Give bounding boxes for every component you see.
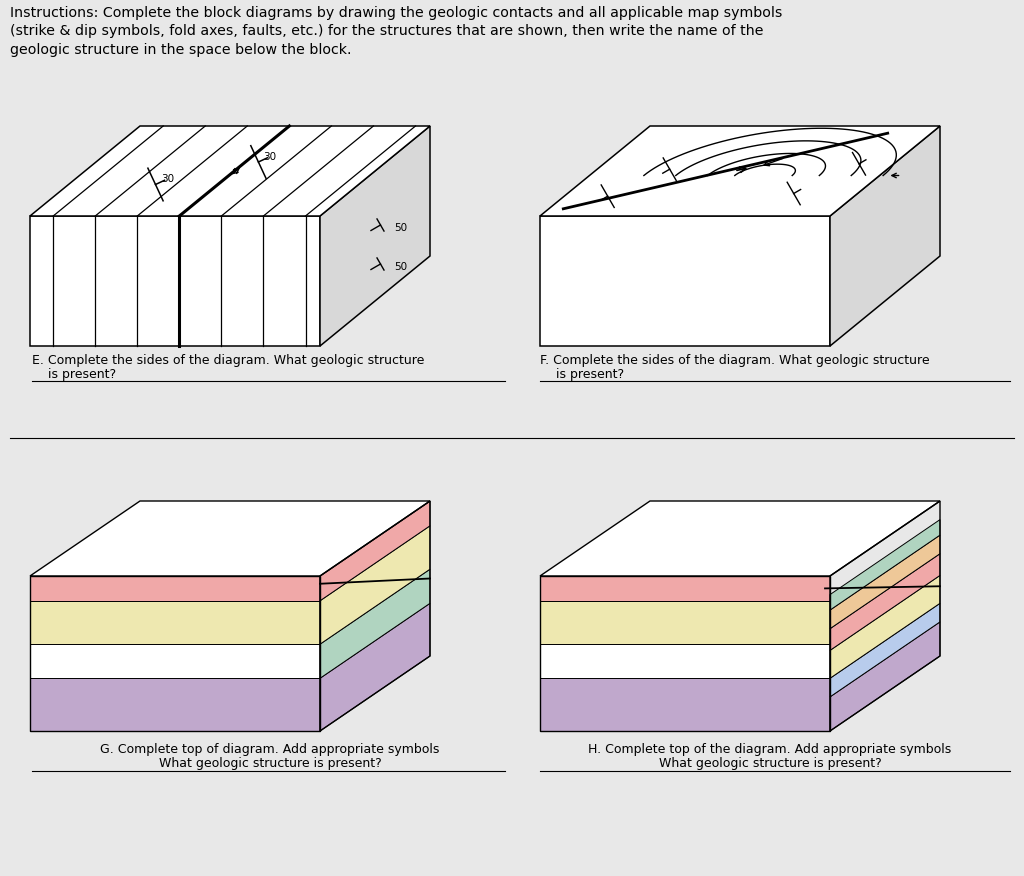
- Polygon shape: [830, 554, 940, 650]
- Text: 50: 50: [394, 262, 408, 272]
- Text: G. Complete top of diagram. Add appropriate symbols: G. Complete top of diagram. Add appropri…: [100, 743, 439, 756]
- Polygon shape: [830, 622, 940, 731]
- Polygon shape: [540, 576, 830, 601]
- Text: 30: 30: [263, 152, 276, 161]
- Polygon shape: [540, 678, 830, 731]
- Polygon shape: [830, 604, 940, 697]
- Text: is present?: is present?: [540, 368, 624, 381]
- Polygon shape: [319, 501, 430, 601]
- Polygon shape: [830, 519, 940, 610]
- Text: E. Complete the sides of the diagram. What geologic structure: E. Complete the sides of the diagram. Wh…: [32, 354, 424, 367]
- Polygon shape: [830, 535, 940, 629]
- Polygon shape: [319, 569, 430, 678]
- Polygon shape: [319, 604, 430, 731]
- Polygon shape: [30, 644, 319, 678]
- Polygon shape: [30, 678, 319, 731]
- Polygon shape: [540, 644, 830, 678]
- Polygon shape: [30, 601, 319, 644]
- Polygon shape: [830, 126, 940, 346]
- Polygon shape: [319, 526, 430, 644]
- Text: Instructions: Complete the block diagrams by drawing the geologic contacts and a: Instructions: Complete the block diagram…: [10, 6, 782, 57]
- Polygon shape: [319, 126, 430, 346]
- Polygon shape: [30, 216, 319, 346]
- Polygon shape: [540, 126, 940, 216]
- Text: 30: 30: [161, 174, 174, 184]
- Text: is present?: is present?: [32, 368, 116, 381]
- Text: What geologic structure is present?: What geologic structure is present?: [159, 757, 381, 770]
- Polygon shape: [540, 601, 830, 644]
- Polygon shape: [540, 216, 830, 346]
- Text: F. Complete the sides of the diagram. What geologic structure: F. Complete the sides of the diagram. Wh…: [540, 354, 930, 367]
- Polygon shape: [830, 576, 940, 678]
- Polygon shape: [30, 576, 319, 601]
- Polygon shape: [30, 501, 430, 576]
- Polygon shape: [540, 501, 940, 576]
- Polygon shape: [30, 126, 430, 216]
- Text: What geologic structure is present?: What geologic structure is present?: [658, 757, 882, 770]
- Text: 50: 50: [394, 223, 408, 233]
- Text: H. Complete top of the diagram. Add appropriate symbols: H. Complete top of the diagram. Add appr…: [589, 743, 951, 756]
